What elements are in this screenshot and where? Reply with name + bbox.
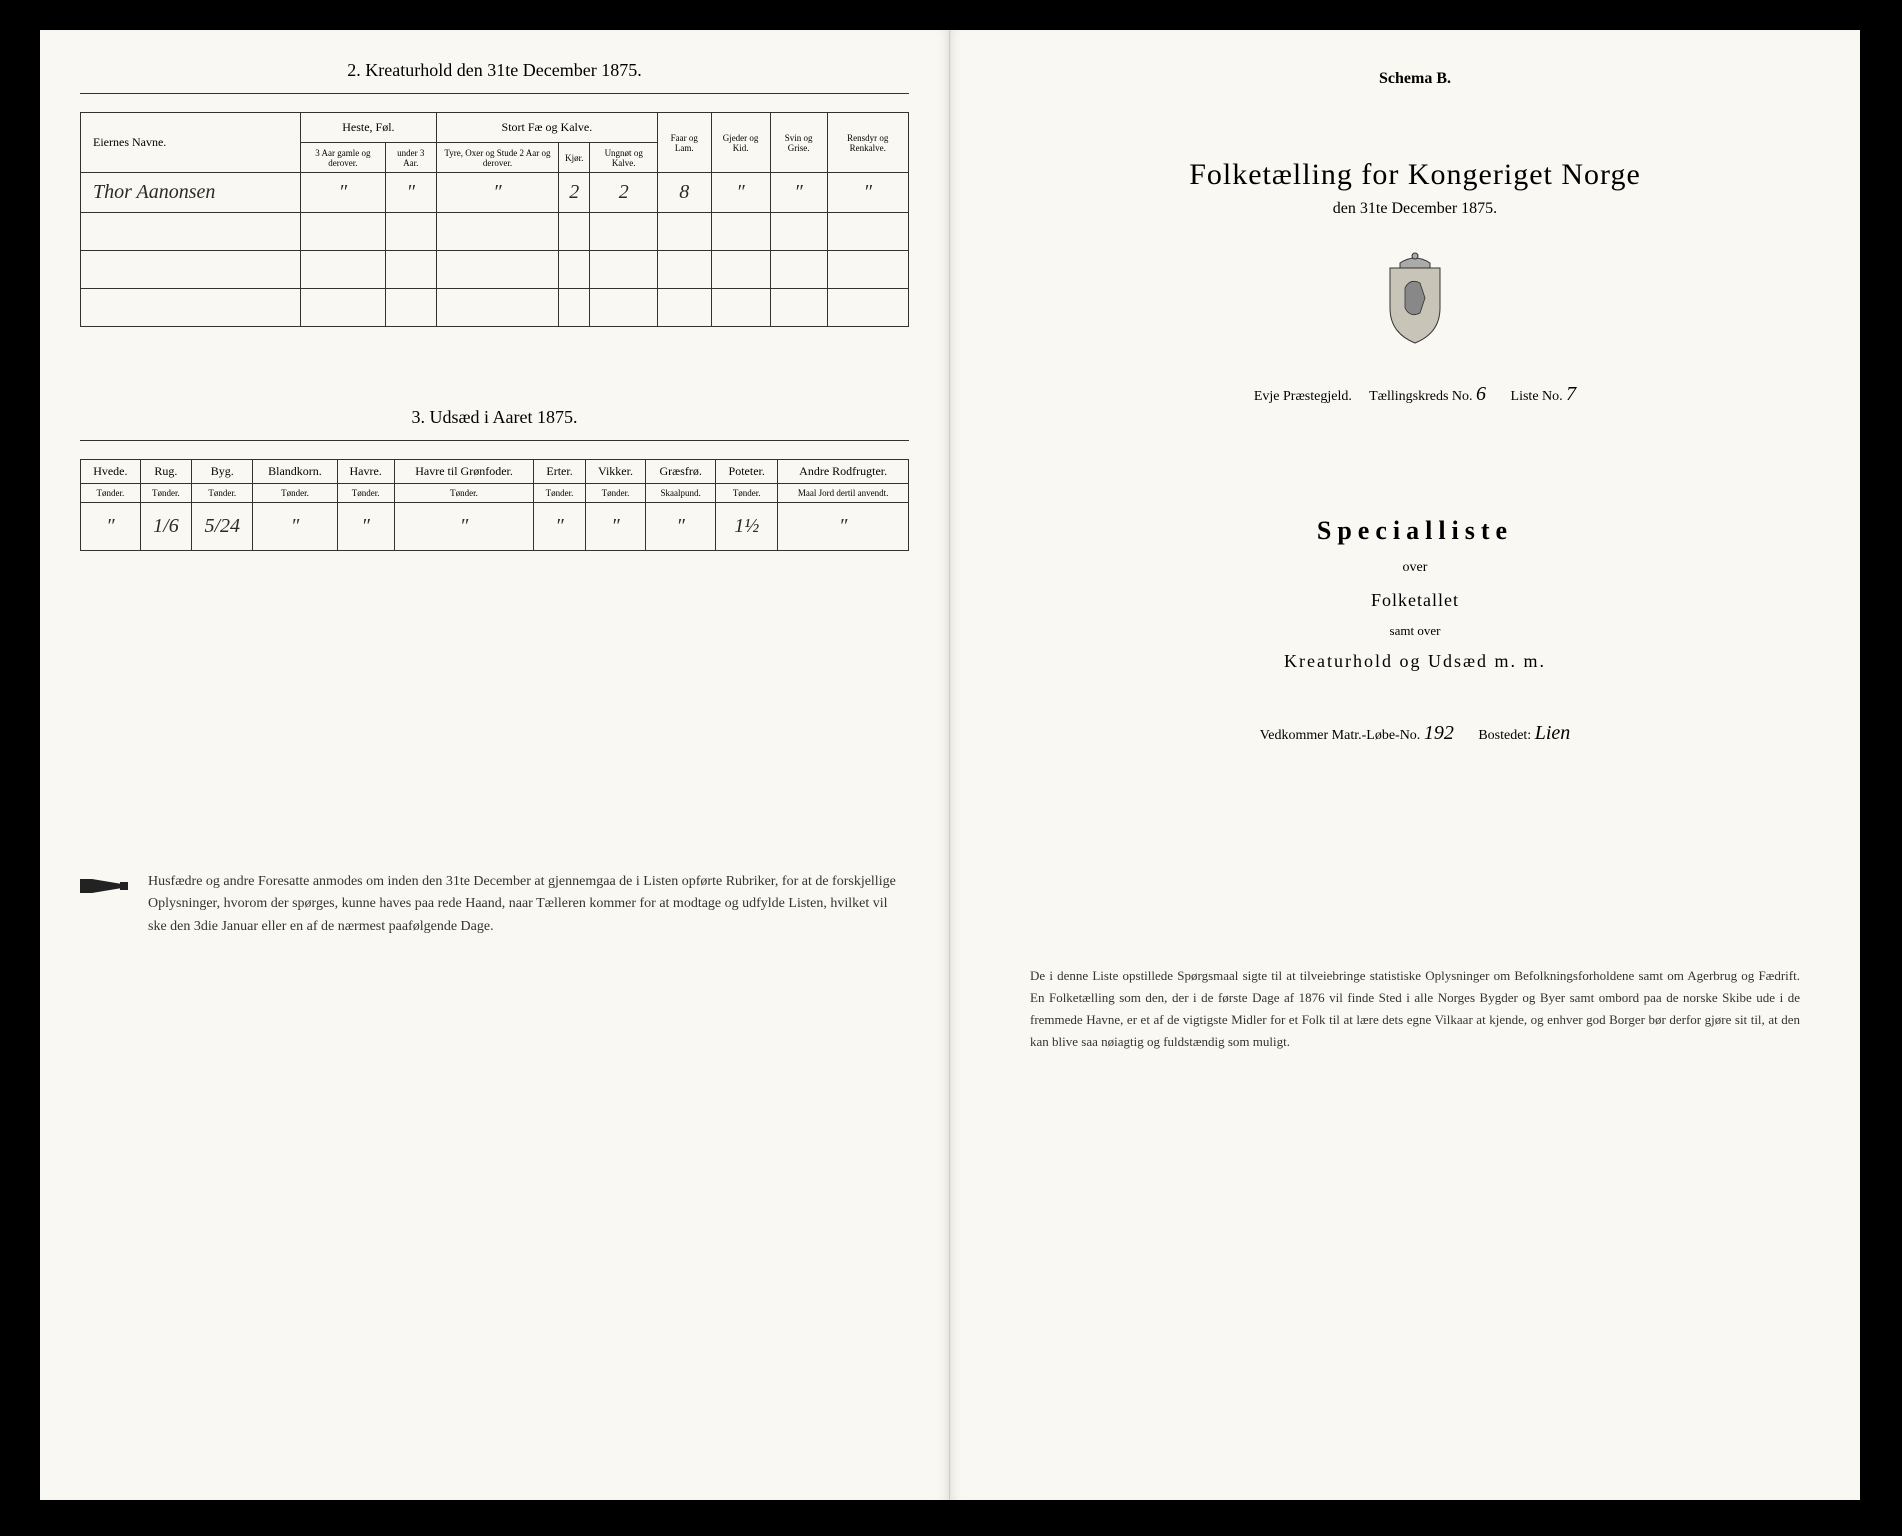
- cell: ″: [407, 181, 415, 203]
- cell: ″: [106, 515, 114, 537]
- table-row: [81, 289, 909, 327]
- rule: [80, 440, 909, 441]
- table-row: [81, 213, 909, 251]
- col-hvede: Hvede.: [81, 460, 141, 484]
- vedk-no: 192: [1424, 722, 1454, 744]
- owner-name: Thor Aanonsen: [93, 181, 215, 203]
- table-row: [81, 251, 909, 289]
- kreds-no: 6: [1476, 383, 1486, 405]
- vedk-label1: Vedkommer Matr.-Løbe-No.: [1260, 728, 1421, 743]
- col-rug: Rug.: [140, 460, 191, 484]
- col-gjeder: Gjeder og Kid.: [711, 113, 770, 173]
- book-spread: 2. Kreaturhold den 31te December 1875. E…: [40, 30, 1860, 1500]
- unit: Tønder.: [585, 484, 646, 503]
- pointing-hand-icon: [80, 871, 130, 938]
- table-row: Thor Aanonsen ″ ″ ″ 2 2 8 ″ ″ ″: [81, 173, 909, 213]
- col-erter: Erter.: [534, 460, 585, 484]
- cell: ″: [839, 515, 847, 537]
- cell: 8: [679, 181, 689, 203]
- col-h2: under 3 Aar.: [385, 143, 436, 173]
- unit: Tønder.: [534, 484, 585, 503]
- cell: 2: [619, 181, 629, 203]
- liste-label: Liste No.: [1511, 389, 1563, 404]
- rule: [80, 93, 909, 94]
- cell: ″: [555, 515, 563, 537]
- udsaed-table: Hvede. Rug. Byg. Blandkorn. Havre. Havre…: [80, 459, 909, 551]
- unit: Skaalpund.: [646, 484, 716, 503]
- praestegjeld: Evje Præstegjeld.: [1254, 389, 1352, 404]
- cell: 5/24: [205, 515, 241, 537]
- unit: Tønder.: [140, 484, 191, 503]
- vedkommer-line: Vedkommer Matr.-Løbe-No. 192 Bostedet: L…: [1010, 722, 1820, 745]
- schema-label: Schema B.: [1010, 70, 1820, 88]
- spec-samt: samt over: [1010, 623, 1820, 639]
- cell: 2: [569, 181, 579, 203]
- spec-kreatur: Kreaturhold og Udsæd m. m.: [1010, 651, 1820, 672]
- col-rensdyr: Rensdyr og Renkalve.: [827, 113, 908, 173]
- unit: Tønder.: [81, 484, 141, 503]
- unit: Tønder.: [253, 484, 337, 503]
- cell: ″: [677, 515, 685, 537]
- col-group-stort: Stort Fæ og Kalve.: [436, 113, 657, 143]
- col-faar: Faar og Lam.: [657, 113, 711, 173]
- cell: ″: [736, 181, 744, 203]
- specialliste-title: Specialliste: [1010, 516, 1820, 546]
- cell: ″: [611, 515, 619, 537]
- vedk-label2: Bostedet:: [1478, 728, 1531, 743]
- spec-over: over: [1010, 560, 1820, 576]
- col-svin: Svin og Grise.: [770, 113, 827, 173]
- coat-of-arms-icon: [1010, 248, 1820, 353]
- spec-folketallet: Folketallet: [1010, 590, 1820, 611]
- unit: Tønder.: [337, 484, 394, 503]
- subtitle: den 31te December 1875.: [1010, 200, 1820, 218]
- unit: Tønder.: [192, 484, 253, 503]
- cell: ″: [794, 181, 802, 203]
- main-title: Folketælling for Kongeriget Norge: [1010, 158, 1820, 192]
- col-havre: Havre.: [337, 460, 394, 484]
- notice-block: Husfædre og andre Foresatte anmodes om i…: [80, 871, 909, 938]
- unit: Maal Jord dertil anvendt.: [778, 484, 909, 503]
- col-group-heste: Heste, Føl.: [301, 113, 437, 143]
- cell: 1½: [734, 515, 759, 537]
- cell: ″: [291, 515, 299, 537]
- col-poteter: Poteter.: [716, 460, 778, 484]
- col-owner: Eiernes Navne.: [81, 113, 301, 173]
- col-h4: Kjør.: [559, 143, 590, 173]
- cell: ″: [864, 181, 872, 203]
- bottom-paragraph: De i denne Liste opstillede Spørgsmaal s…: [1010, 965, 1820, 1053]
- col-h3: Tyre, Oxer og Stude 2 Aar og derover.: [436, 143, 558, 173]
- col-graesfro: Græsfrø.: [646, 460, 716, 484]
- unit: Tønder.: [394, 484, 534, 503]
- cell: ″: [361, 515, 369, 537]
- cell: ″: [493, 181, 501, 203]
- right-page: Schema B. Folketælling for Kongeriget No…: [950, 30, 1860, 1500]
- bosted: Lien: [1535, 722, 1571, 744]
- col-h5: Ungnøt og Kalve.: [590, 143, 658, 173]
- col-h1: 3 Aar gamle og derover.: [301, 143, 386, 173]
- unit: Tønder.: [716, 484, 778, 503]
- col-andre: Andre Rodfrugter.: [778, 460, 909, 484]
- liste-no: 7: [1566, 383, 1576, 405]
- meta-line: Evje Præstegjeld. Tællingskreds No. 6 Li…: [1010, 383, 1820, 406]
- notice-text: Husfædre og andre Foresatte anmodes om i…: [148, 871, 909, 938]
- col-byg: Byg.: [192, 460, 253, 484]
- cell: 1/6: [153, 515, 179, 537]
- col-havre-gron: Havre til Grønfoder.: [394, 460, 534, 484]
- kreaturhold-table: Eiernes Navne. Heste, Føl. Stort Fæ og K…: [80, 112, 909, 327]
- left-page: 2. Kreaturhold den 31te December 1875. E…: [40, 30, 950, 1500]
- col-blandkorn: Blandkorn.: [253, 460, 337, 484]
- cell: ″: [460, 515, 468, 537]
- col-vikker: Vikker.: [585, 460, 646, 484]
- section3-title: 3. Udsæd i Aaret 1875.: [80, 407, 909, 428]
- section2-title: 2. Kreaturhold den 31te December 1875.: [80, 60, 909, 81]
- table-row: ″ 1/6 5/24 ″ ″ ″ ″ ″ ″ 1½ ″: [81, 503, 909, 551]
- cell: ″: [339, 181, 347, 203]
- kreds-label: Tællingskreds No.: [1369, 389, 1472, 404]
